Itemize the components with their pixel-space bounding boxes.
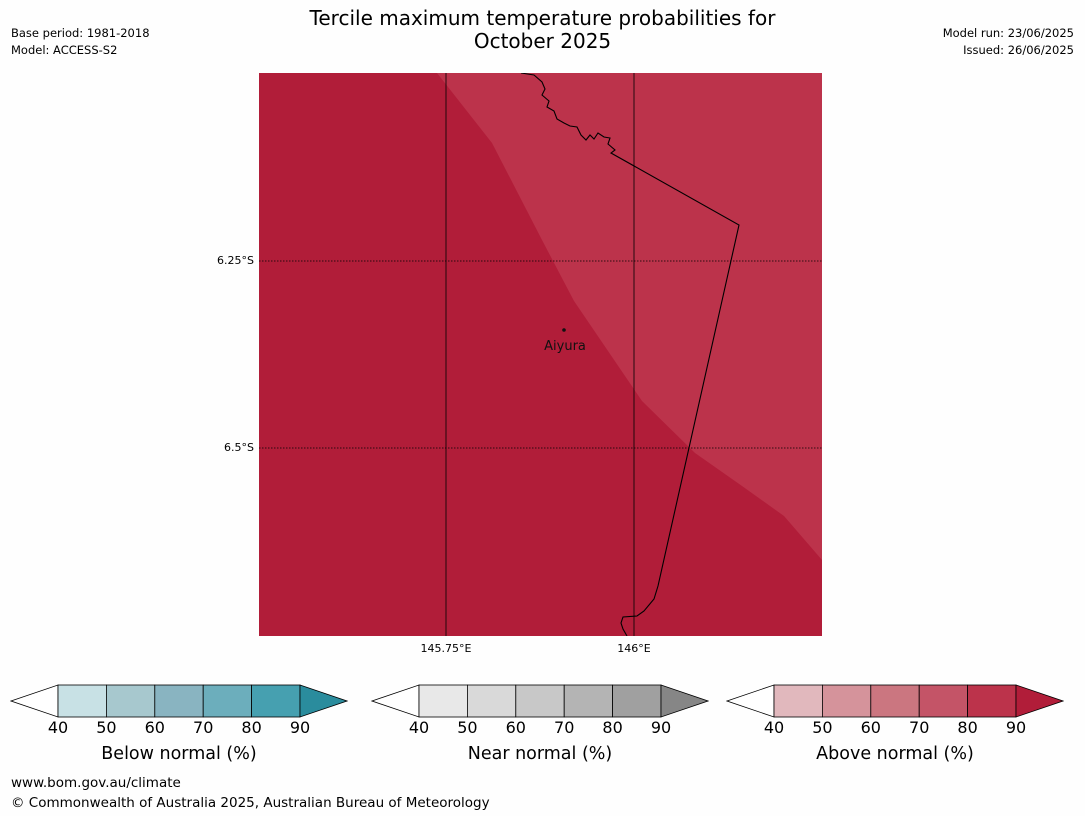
colorbar-lower-extension <box>10 684 59 718</box>
colorbar-segment <box>251 684 301 718</box>
colorbar-segment <box>515 684 565 718</box>
legend-below-normal <box>10 684 348 718</box>
colorbar-svg <box>726 684 1064 718</box>
title-line-1: Tercile maximum temperature probabilitie… <box>309 6 776 30</box>
meta-left: Base period: 1981-2018 Model: ACCESS-S2 <box>11 25 150 59</box>
colorbar-svg <box>10 684 348 718</box>
colorbar-svg <box>371 684 709 718</box>
colorbar-tick-label: 70 <box>909 718 930 737</box>
colorbar-tick-label: 60 <box>144 718 165 737</box>
colorbar-tick-label: 80 <box>602 718 623 737</box>
colorbar-lower-extension <box>726 684 775 718</box>
colorbar-segment <box>154 684 204 718</box>
footer-copyright: © Commonwealth of Australia 2025, Austra… <box>11 795 490 811</box>
map-canvas[interactable]: Aiyura <box>259 72 822 637</box>
colorbar-tick-label: 70 <box>193 718 214 737</box>
probability-fill-lighter <box>437 73 822 560</box>
colorbar-segment <box>467 684 517 718</box>
lat-tick-label: 6.5°S <box>224 441 254 454</box>
colorbar-segment <box>918 684 968 718</box>
colorbar-tick-label: 80 <box>241 718 262 737</box>
place-label: Aiyura <box>544 339 586 354</box>
colorbar-tick-label: 60 <box>505 718 526 737</box>
meta-right: Model run: 23/06/2025 Issued: 26/06/2025 <box>943 25 1074 59</box>
colorbar-segment <box>57 684 107 718</box>
colorbar-tick-label: 60 <box>860 718 881 737</box>
place-marker-dot[interactable] <box>562 328 566 332</box>
lat-tick-label: 6.25°S <box>217 254 254 267</box>
colorbar-tick-label: 50 <box>96 718 117 737</box>
legend-near-label: Near normal (%) <box>467 744 613 764</box>
colorbar-tick-label: 50 <box>812 718 833 737</box>
legend-near-ticks: 40 50 60 70 80 90 <box>0 718 1085 738</box>
base-period-text: Base period: 1981-2018 <box>11 26 150 40</box>
colorbar-tick-label: 90 <box>1005 718 1027 737</box>
colorbar-tick-label: 90 <box>289 718 311 737</box>
legend-below-ticks: 40 50 60 70 80 90 <box>0 718 1085 738</box>
colorbar-segment <box>870 684 920 718</box>
colorbar-tick-label: 40 <box>763 718 785 737</box>
lon-tick-label: 146°E <box>617 642 651 655</box>
colorbar-tick-label: 40 <box>47 718 69 737</box>
legend-above-label: Above normal (%) <box>816 744 974 764</box>
map-panel[interactable]: Aiyura <box>259 72 822 637</box>
colorbar-segment <box>563 684 613 718</box>
colorbar-segment <box>967 684 1017 718</box>
issued-text: Issued: 26/06/2025 <box>963 43 1074 57</box>
colorbar-segment <box>612 684 662 718</box>
colorbar-segment <box>202 684 252 718</box>
colorbar-segment <box>822 684 872 718</box>
model-text: Model: ACCESS-S2 <box>11 43 118 57</box>
coastline-border <box>520 72 740 637</box>
colorbar-tick-label: 70 <box>554 718 575 737</box>
colorbar-lower-extension <box>371 684 420 718</box>
colorbar-segment <box>773 684 823 718</box>
legend-near-normal <box>371 684 709 718</box>
colorbar-upper-extension <box>299 684 348 718</box>
legend-below-label: Below normal (%) <box>101 744 257 764</box>
colorbar-tick-label: 50 <box>457 718 478 737</box>
footer-website[interactable]: www.bom.gov.au/climate <box>11 775 181 791</box>
colorbar-tick-label: 40 <box>408 718 430 737</box>
colorbar-segment <box>418 684 468 718</box>
legend-above-normal <box>726 684 1064 718</box>
colorbar-tick-label: 90 <box>650 718 672 737</box>
colorbar-segment <box>106 684 156 718</box>
colorbar-upper-extension <box>660 684 709 718</box>
lon-tick-label: 145.75°E <box>420 642 472 655</box>
model-run-text: Model run: 23/06/2025 <box>942 26 1074 40</box>
title-line-2: October 2025 <box>473 29 612 53</box>
colorbar-tick-label: 80 <box>957 718 978 737</box>
colorbar-upper-extension <box>1015 684 1064 718</box>
map-title: Tercile maximum temperature probabilitie… <box>0 7 1085 53</box>
legend-above-ticks: 40 50 60 70 80 90 <box>0 718 1085 738</box>
